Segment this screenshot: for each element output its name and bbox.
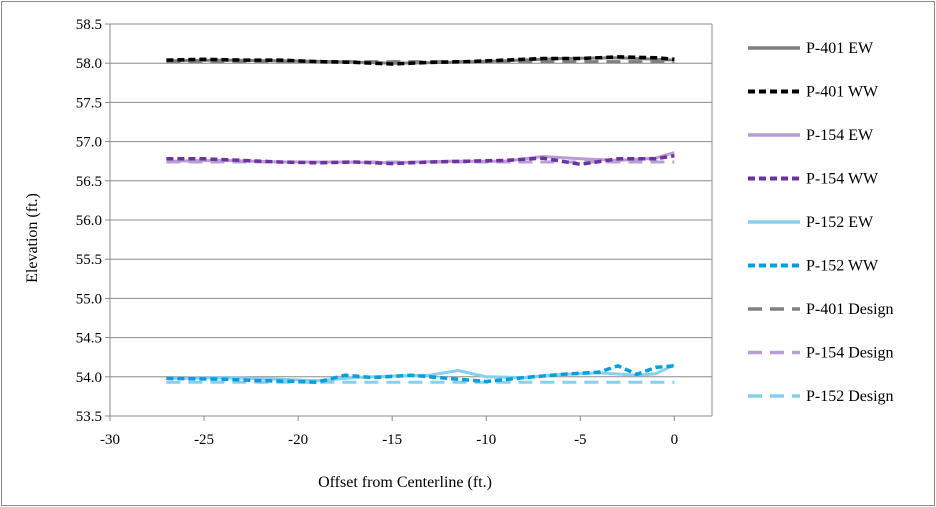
x-tick-label: -10 xyxy=(476,432,496,448)
x-tick-label: -30 xyxy=(100,432,120,448)
legend-label-3: P-154 WW xyxy=(806,171,879,188)
tick-labels: 53.5 54.0 54.5 55.0 55.5 56.0 56.5 57.0 57.5 58.0… xyxy=(76,17,678,448)
x-tick-label: -15 xyxy=(382,432,402,448)
legend-label-0: P-401 EW xyxy=(806,40,874,57)
gridlines xyxy=(110,23,712,378)
y-tick-label: 53.5 xyxy=(76,409,102,425)
x-tick-label: -20 xyxy=(288,432,308,448)
y-tick-label: 56.5 xyxy=(76,174,102,190)
y-tick-label: 58.0 xyxy=(76,56,102,72)
axes xyxy=(105,23,713,421)
x-axis-title: Offset from Centerline (ft.) xyxy=(318,474,492,491)
y-tick-label: 57.0 xyxy=(76,135,102,151)
y-tick-label: 54.0 xyxy=(76,370,102,386)
x-tick-label: -5 xyxy=(574,432,587,448)
legend-label-5: P-152 WW xyxy=(806,258,879,275)
legend: P-401 EW P-401 WW P-154 EW P-154 WW P-152 EW… xyxy=(748,40,894,405)
y-tick-label: 57.5 xyxy=(76,95,102,111)
legend-label-6: P-401 Design xyxy=(806,301,894,318)
legend-label-2: P-154 EW xyxy=(806,127,874,144)
y-tick-label: 56.0 xyxy=(76,213,102,229)
y-tick-label: 55.0 xyxy=(76,291,102,307)
legend-label-8: P-152 Design xyxy=(806,388,894,405)
y-tick-label: 58.5 xyxy=(76,17,102,33)
y-tick-label: 54.5 xyxy=(76,331,102,347)
x-tick-label: 0 xyxy=(671,432,679,448)
legend-label-7: P-154 Design xyxy=(806,345,894,362)
x-tick-label: -25 xyxy=(194,432,214,448)
y-axis-title: Elevation (ft.) xyxy=(24,193,41,283)
y-tick-label: 55.5 xyxy=(76,252,102,268)
legend-label-1: P-401 WW xyxy=(806,84,879,101)
legend-label-4: P-152 EW xyxy=(806,214,874,231)
series-lines xyxy=(166,55,676,385)
